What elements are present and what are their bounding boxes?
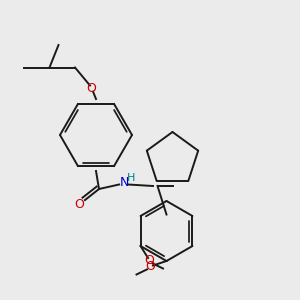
Text: N: N (120, 176, 129, 190)
Text: H: H (127, 172, 135, 183)
Text: O: O (145, 254, 154, 268)
Text: O: O (87, 82, 96, 95)
Text: O: O (75, 197, 84, 211)
Text: O: O (145, 260, 155, 274)
